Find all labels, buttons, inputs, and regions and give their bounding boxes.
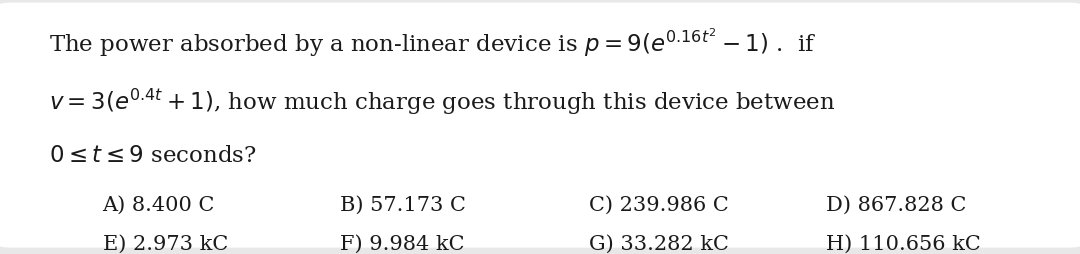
Text: The power absorbed by a non-linear device is $p = 9(e^{0.16t^2} - 1)$ .  if: The power absorbed by a non-linear devic… [49, 27, 816, 59]
Text: $0 \leq t \leq 9$ seconds?: $0 \leq t \leq 9$ seconds? [49, 145, 256, 167]
Text: D) 867.828 C: D) 867.828 C [826, 196, 967, 215]
Text: B) 57.173 C: B) 57.173 C [340, 196, 467, 215]
Text: H) 110.656 kC: H) 110.656 kC [826, 235, 981, 254]
Text: G) 33.282 kC: G) 33.282 kC [589, 235, 729, 254]
Text: F) 9.984 kC: F) 9.984 kC [340, 235, 464, 254]
Text: C) 239.986 C: C) 239.986 C [589, 196, 728, 215]
Text: E) 2.973 kC: E) 2.973 kC [103, 235, 228, 254]
Text: A) 8.400 C: A) 8.400 C [103, 196, 215, 215]
Text: $v = 3(e^{0.4t} + 1)$, how much charge goes through this device between: $v = 3(e^{0.4t} + 1)$, how much charge g… [49, 86, 835, 117]
